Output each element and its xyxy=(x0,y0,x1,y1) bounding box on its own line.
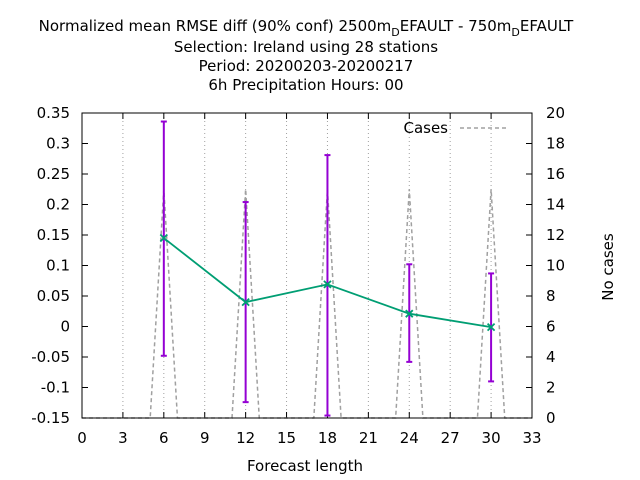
data-point-marker xyxy=(323,280,332,289)
y-tick-label: 0.1 xyxy=(46,257,70,275)
marker-stroke xyxy=(159,233,168,243)
y-tick-label: -0.05 xyxy=(31,348,70,366)
x-tick-label: 9 xyxy=(200,429,210,447)
y-tick-label: -0.1 xyxy=(41,379,70,397)
chart-subtitle-period: Period: 20200203-20200217 xyxy=(199,57,414,75)
x-tick-label: 15 xyxy=(277,429,296,447)
x-tick-label: 3 xyxy=(118,429,128,447)
y-tick-label: 0.35 xyxy=(37,104,70,122)
plot-frame xyxy=(81,112,533,419)
y2-tick-label: 2 xyxy=(546,379,556,397)
y2-tick-label: 8 xyxy=(546,287,556,305)
y2-tick-label: 6 xyxy=(546,318,556,336)
y2-tick-label: 20 xyxy=(546,104,565,122)
x-tick-label: 24 xyxy=(400,429,419,447)
grid xyxy=(122,113,492,418)
y-tick-label: 0.3 xyxy=(46,135,70,153)
data-point-marker xyxy=(159,233,168,243)
chart-title: Normalized mean RMSE diff (90% conf) 250… xyxy=(39,17,574,39)
data-point-marker xyxy=(405,309,414,318)
chart-subtitle-parameter: 6h Precipitation Hours: 00 xyxy=(208,76,403,94)
y2-axis-label: No cases xyxy=(599,233,617,301)
y2-tick-label: 10 xyxy=(546,257,565,275)
marker-stroke xyxy=(323,280,332,289)
x-tick-label: 0 xyxy=(77,429,87,447)
y-tick-label: 0.2 xyxy=(46,196,70,214)
x-tick-label: 18 xyxy=(318,429,337,447)
ticks: 0 3 6 9 12 15 18 21 24 27 30 33-0.15-0.1-0.0500.050… xyxy=(31,104,565,447)
x-tick-label: 12 xyxy=(236,429,255,447)
x-tick-label: 33 xyxy=(522,429,541,447)
y-tick-label: 0.05 xyxy=(37,287,70,305)
y2-tick-label: 16 xyxy=(546,165,565,183)
y2-tick-label: 4 xyxy=(546,348,556,366)
y2-tick-label: 0 xyxy=(546,409,556,427)
x-tick-label: 30 xyxy=(482,429,501,447)
x-tick-label: 21 xyxy=(359,429,378,447)
data-point-marker xyxy=(241,297,250,307)
marker-stroke xyxy=(241,297,250,307)
y2-tick-label: 12 xyxy=(546,226,565,244)
legend-label-cases: Cases xyxy=(403,119,448,137)
y2-tick-label: 18 xyxy=(546,135,565,153)
y-tick-label: -0.15 xyxy=(31,409,70,427)
plot-area xyxy=(82,120,532,419)
cases-series-line xyxy=(82,189,532,419)
y-tick-label: 0 xyxy=(60,318,70,336)
x-tick-label: 27 xyxy=(441,429,460,447)
marker-stroke xyxy=(405,309,414,318)
x-axis-label: Forecast length xyxy=(247,457,363,475)
data-point-marker xyxy=(486,322,496,332)
y-tick-label: 0.25 xyxy=(37,165,70,183)
x-tick-label: 6 xyxy=(159,429,169,447)
y-tick-label: 0.15 xyxy=(37,226,70,244)
chart-subtitle-selection: Selection: Ireland using 28 stations xyxy=(174,38,438,56)
y2-tick-label: 14 xyxy=(546,196,565,214)
marker-stroke xyxy=(486,322,496,332)
